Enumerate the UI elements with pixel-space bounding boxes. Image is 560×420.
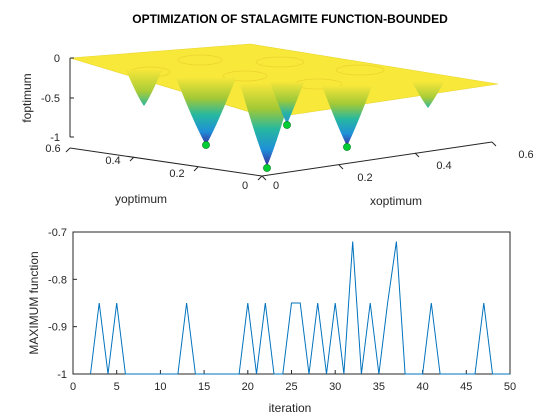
x-tick-label: 0.4 <box>436 160 451 172</box>
series-line <box>90 241 510 375</box>
x-tick-label: 40 <box>416 381 428 393</box>
z-tick-label: 0 <box>54 53 60 65</box>
y-tick-label: 0.4 <box>105 155 120 167</box>
y-tick-label: -0.9 <box>48 322 67 334</box>
line-xlabel: iteration <box>269 401 312 415</box>
surface-title: OPTIMIZATION OF STALAGMITE FUNCTION-BOUN… <box>132 12 448 26</box>
y-ticks: 0 0.2 0.4 0.6 <box>45 143 263 192</box>
surface-well-2 <box>176 78 236 145</box>
x-ticks: 0 0.2 0.4 0.6 <box>261 141 534 192</box>
line-ticks: 0 5 10 15 20 25 30 35 40 45 50 -0.7 -0.8 -0.9 -1 <box>48 227 516 393</box>
y-axis-line <box>69 147 263 177</box>
y-tick-label: -1 <box>57 369 67 381</box>
optimum-marker-3 <box>343 143 351 151</box>
x-tick-label: 25 <box>285 381 297 393</box>
surface-well-5 <box>322 86 372 146</box>
y-tick-label: -0.7 <box>48 227 67 239</box>
y-tick-label: -0.8 <box>48 274 67 286</box>
x-tick-label: 20 <box>242 381 254 393</box>
x-tick-label: 0 <box>70 381 76 393</box>
z-tick-label: -0.5 <box>41 93 60 105</box>
surface-well-6 <box>412 82 444 108</box>
y-tick-label: 0.2 <box>169 168 184 180</box>
x-tick-label: 45 <box>460 381 472 393</box>
optimum-marker-4 <box>283 121 291 129</box>
surface-ylabel: yoptimum <box>115 192 167 206</box>
surface-panel: OPTIMIZATION OF STALAGMITE FUNCTION-BOUN… <box>20 12 534 208</box>
optimum-marker-1 <box>263 164 271 172</box>
line-panel: 0 5 10 15 20 25 30 35 40 45 50 -0.7 -0.8 -0.9 -1 itera… <box>27 227 516 415</box>
x-tick-label: 5 <box>114 381 120 393</box>
x-tick-label: 30 <box>329 381 341 393</box>
x-tick-label: 0 <box>273 180 279 192</box>
x-axis-line <box>261 141 493 177</box>
surface-well-1 <box>126 70 162 106</box>
x-tick-label: 10 <box>154 381 166 393</box>
y-tick-label: 0 <box>242 180 248 192</box>
surface-xlabel: xoptimum <box>370 194 422 208</box>
y-tick-label: 0.6 <box>45 143 60 155</box>
x-tick-label: 0.6 <box>518 149 533 161</box>
z-tick-label: -1 <box>50 132 60 144</box>
optimum-marker-2 <box>202 141 210 149</box>
x-tick-label: 15 <box>198 381 210 393</box>
surface-zlabel: foptimum <box>20 73 34 122</box>
x-tick-label: 50 <box>504 381 516 393</box>
x-tick-label: 35 <box>373 381 385 393</box>
x-tick-label: 0.2 <box>357 172 372 184</box>
surface-well-4 <box>270 82 304 124</box>
line-ylabel: MAXIMUM function <box>27 251 41 354</box>
z-ticks: 0 -0.5 -1 <box>41 53 74 144</box>
